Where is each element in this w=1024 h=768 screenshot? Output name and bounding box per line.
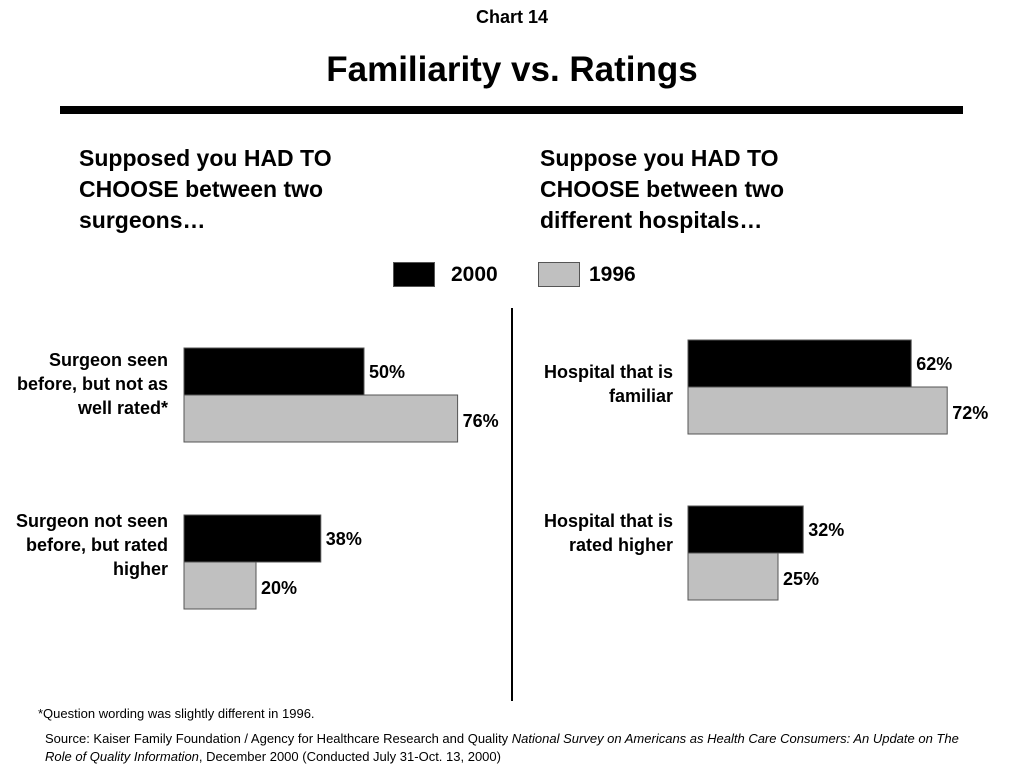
bar-chart1-cat1-series-1996 [183, 394, 459, 443]
source-note: Source: Kaiser Family Foundation / Agenc… [45, 730, 975, 766]
category-label-surgeon-not-seen: Surgeon not seen before, but rated highe… [15, 511, 168, 579]
source-prefix: Source: Kaiser Family Foundation / Agenc… [45, 731, 512, 746]
legend-swatch-1996 [538, 262, 580, 287]
data-label-chart1-cat2-series-2000: 38% [326, 529, 362, 549]
category-label-hospital-rated-higher: Hospital that is rated higher [543, 511, 673, 555]
source-suffix: , December 2000 (Conducted July 31-Oct. … [198, 749, 501, 764]
data-label-chart2-cat1-series-1996: 72% [952, 403, 988, 423]
bar-chart1-cat2-series-1996 [183, 561, 257, 610]
data-label-chart2-cat2-series-2000: 32% [808, 520, 844, 540]
page-title: Familiarity vs. Ratings [326, 50, 698, 89]
legend-swatch-2000 [393, 262, 435, 287]
data-label-chart2-cat2-series-1996: 25% [783, 569, 819, 589]
source-publication-title: National Survey on Americans as Health C… [45, 731, 959, 764]
title-rule [60, 106, 963, 114]
bar-chart2-cat1-series-1996 [687, 386, 948, 435]
bar-chart2-cat1-series-2000 [687, 339, 912, 388]
panel-divider [511, 308, 513, 701]
category-label-hospital-familiar: Hospital that is familiar [543, 362, 673, 406]
bar-chart2-cat2-series-1996 [687, 552, 779, 601]
bar-chart1-cat2-series-2000 [183, 514, 322, 563]
legend-label-1996: 1996 [589, 263, 636, 286]
hospitals-panel-heading: Suppose you HAD TO CHOOSE between two di… [540, 145, 785, 233]
bar-chart1-cat1-series-2000 [183, 347, 365, 396]
data-label-chart1-cat2-series-1996: 20% [261, 578, 297, 598]
data-label-chart1-cat1-series-2000: 50% [369, 362, 405, 382]
data-label-chart1-cat1-series-1996: 76% [463, 411, 499, 431]
footnote: *Question wording was slightly different… [38, 706, 315, 721]
chart-number: Chart 14 [475, 7, 549, 27]
surgeons-panel-heading: Supposed you HAD TO CHOOSE between two s… [79, 145, 332, 233]
category-label-surgeon-seen: Surgeon seen before, but not as well rat… [16, 350, 168, 418]
legend-label-2000: 2000 [451, 263, 498, 286]
bar-chart2-cat2-series-2000 [687, 505, 804, 554]
data-label-chart2-cat1-series-2000: 62% [916, 354, 952, 374]
